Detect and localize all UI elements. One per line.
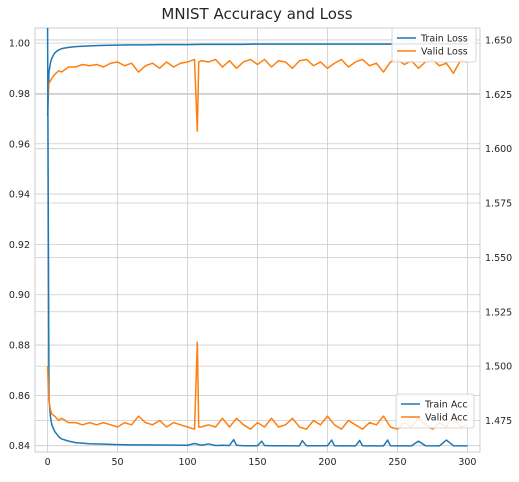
legend-box [391,27,477,63]
series-line-train-loss [46,27,468,447]
y-tick-label: 0.84 [9,441,30,452]
y2-tick-label: 1.650 [485,35,512,46]
x-tick-label: 100 [178,457,196,468]
series-line-valid-acc [46,58,468,132]
legend-label: Valid Acc [425,413,468,424]
y2-tick-label: 1.600 [485,144,512,155]
x-tick-label: 150 [248,457,266,468]
y-tick-label: 0.94 [9,190,30,201]
y2-tick-label: 1.475 [485,416,512,427]
y-tick-label: 1.00 [9,39,30,50]
y-tick-label: 0.96 [9,139,30,150]
y2-tick-label: 1.500 [485,362,512,373]
x-tick-label: 300 [458,457,476,468]
y-tick-label: 0.92 [9,240,30,251]
y-tick-label: 0.86 [9,391,30,402]
legend-label: Train Loss [420,34,468,45]
chart-title: MNIST Accuracy and Loss [161,5,352,23]
x-tick-label: 200 [318,457,336,468]
series-line-valid-loss [46,341,468,430]
legend-label: Valid Loss [421,47,468,58]
x-tick-label: 250 [388,457,406,468]
x-tick-label: 0 [45,457,51,468]
y-tick-label: 0.98 [9,89,30,100]
y-tick-label: 0.90 [9,290,30,301]
legend-top-right: Train Loss Valid Loss [391,27,477,63]
legend-label: Train Acc [424,400,468,411]
y2-tick-label: 1.625 [485,90,512,101]
legend-box [395,393,475,429]
y2-tick-label: 1.525 [485,307,512,318]
x-tick-label: 50 [112,457,124,468]
y2-tick-label: 1.550 [485,253,512,264]
y-tick-label: 0.88 [9,341,30,352]
series-line-train-acc [46,43,468,117]
series-lines [46,27,468,447]
tick-labels: 0 50 100 150 200 250 300 0.84 0.86 0.88 0.90 0.92 0.… [9,35,512,468]
legend-bottom-right: Train Acc Valid Acc [395,393,475,429]
y2-tick-label: 1.575 [485,199,512,210]
